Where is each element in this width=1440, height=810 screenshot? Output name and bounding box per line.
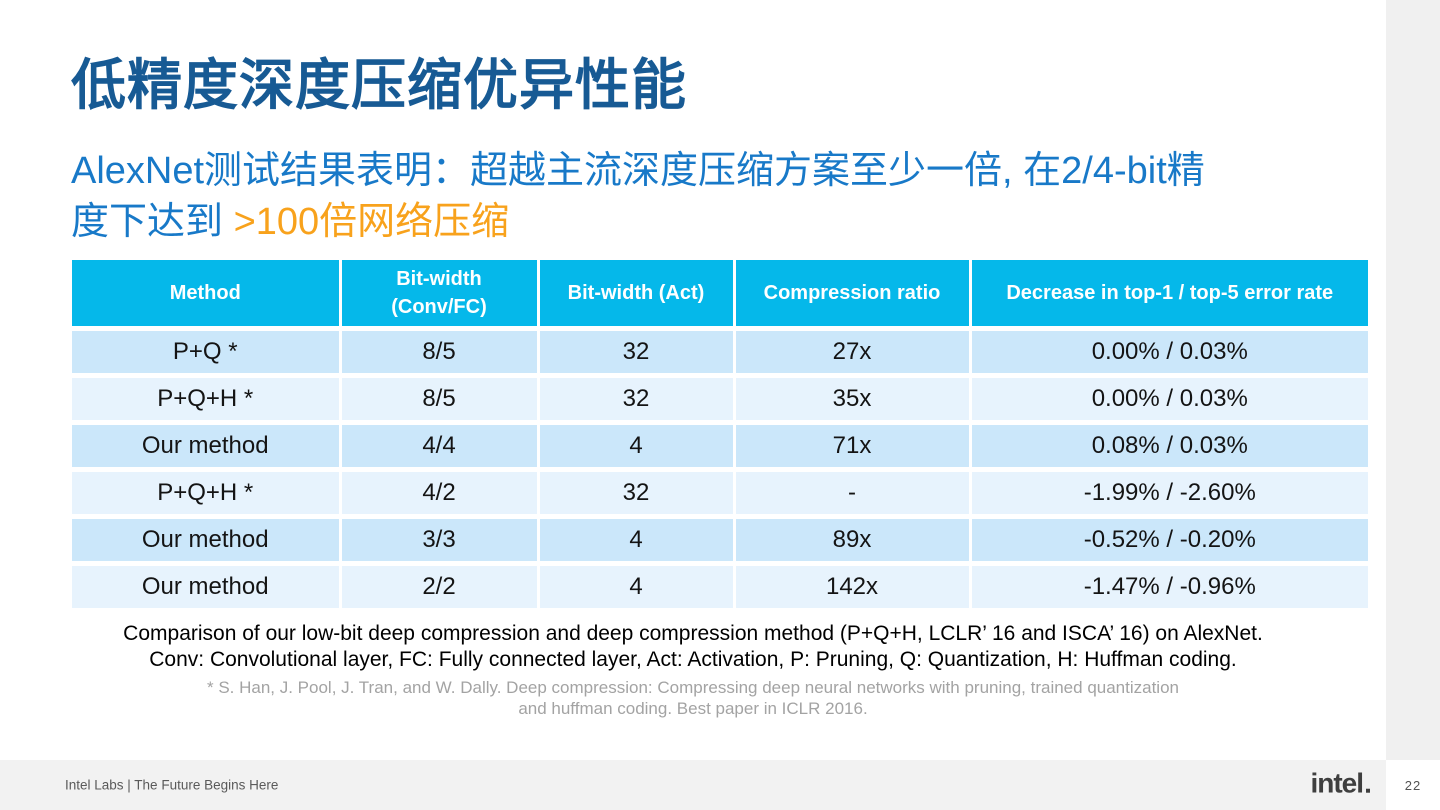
col-header-error-rate: Decrease in top-1 / top-5 error rate	[968, 260, 1368, 331]
reference-footnote: * S. Han, J. Pool, J. Tran, and W. Dally…	[40, 677, 1346, 719]
cell-bitwidth-convfc: 4/2	[338, 469, 538, 519]
slide-subtitle: AlexNet测试结果表明：超越主流深度压缩方案至少一倍, 在2/4-bit精 …	[71, 146, 1391, 248]
cell-method: Our method	[72, 422, 340, 472]
caption-line-2: Conv: Convolutional layer, FC: Fully con…	[149, 648, 1237, 671]
table-row: Our method 4/4 4 71x 0.08% / 0.03%	[72, 422, 1368, 472]
cell-error-rate: -0.52% / -0.20%	[968, 516, 1368, 566]
cell-bitwidth-act: 4	[536, 422, 734, 472]
subtitle-text-blue: AlexNet测试结果表明：超越主流深度压缩方案至少一倍, 在2/4-bit精	[71, 150, 1205, 192]
cell-bitwidth-act: 4	[536, 516, 734, 566]
cell-method: Our method	[72, 563, 340, 608]
slide-footer-bar: Intel Labs | The Future Begins Here inte…	[0, 760, 1386, 810]
cell-bitwidth-act: 32	[536, 328, 734, 378]
footnote-line-2: and huffman coding. Best paper in ICLR 2…	[518, 699, 868, 718]
cell-bitwidth-convfc: 8/5	[338, 375, 538, 425]
cell-method: P+Q *	[72, 328, 340, 378]
cell-compression-ratio: 142x	[732, 563, 970, 608]
cell-method: P+Q+H *	[72, 375, 340, 425]
cell-bitwidth-convfc: 2/2	[338, 563, 538, 608]
col-header-method: Method	[72, 260, 340, 331]
table-caption: Comparison of our low-bit deep compressi…	[40, 621, 1346, 673]
cell-method: P+Q+H *	[72, 469, 340, 519]
cell-error-rate: 0.00% / 0.03%	[968, 328, 1368, 378]
table-row: P+Q+H * 8/5 32 35x 0.00% / 0.03%	[72, 375, 1368, 425]
table-row: P+Q+H * 4/2 32 - -1.99% / -2.60%	[72, 469, 1368, 519]
cell-error-rate: 0.08% / 0.03%	[968, 422, 1368, 472]
col-header-compression-ratio: Compression ratio	[732, 260, 970, 331]
cell-bitwidth-act: 4	[536, 563, 734, 608]
page-number: 22	[1386, 760, 1440, 810]
caption-line-1: Comparison of our low-bit deep compressi…	[123, 622, 1263, 645]
footer-tagline: Intel Labs | The Future Begins Here	[65, 777, 279, 793]
cell-method: Our method	[72, 516, 340, 566]
cell-bitwidth-convfc: 3/3	[338, 516, 538, 566]
subtitle-highlight-orange: >100倍网络压缩	[233, 201, 510, 243]
subtitle-line-1: AlexNet测试结果表明：超越主流深度压缩方案至少一倍, 在2/4-bit精	[71, 146, 1391, 197]
cell-bitwidth-act: 32	[536, 375, 734, 425]
cell-compression-ratio: 89x	[732, 516, 970, 566]
cell-error-rate: 0.00% / 0.03%	[968, 375, 1368, 425]
cell-bitwidth-convfc: 8/5	[338, 328, 538, 378]
presentation-slide: 低精度深度压缩优异性能 AlexNet测试结果表明：超越主流深度压缩方案至少一倍…	[0, 54, 1386, 810]
cell-compression-ratio: 71x	[732, 422, 970, 472]
table-row: P+Q * 8/5 32 27x 0.00% / 0.03%	[72, 328, 1368, 378]
intel-logo: intel	[1310, 768, 1370, 800]
table-header-row: Method Bit-width (Conv/FC) Bit-width (Ac…	[72, 260, 1368, 331]
intel-logo-text: intel	[1310, 767, 1364, 799]
subtitle-text-blue-2: 度下达到	[71, 201, 234, 243]
slide-title: 低精度深度压缩优异性能	[71, 54, 688, 116]
intel-logo-trademark-dot	[1366, 788, 1370, 793]
cell-compression-ratio: 27x	[732, 328, 970, 378]
results-table: Method Bit-width (Conv/FC) Bit-width (Ac…	[72, 260, 1368, 608]
subtitle-line-2: 度下达到 >100倍网络压缩	[71, 197, 1391, 248]
table-row: Our method 2/2 4 142x -1.47% / -0.96%	[72, 563, 1368, 608]
cell-bitwidth-act: 32	[536, 469, 734, 519]
cell-bitwidth-convfc: 4/4	[338, 422, 538, 472]
page-number-text: 22	[1404, 777, 1422, 793]
table-row: Our method 3/3 4 89x -0.52% / -0.20%	[72, 516, 1368, 566]
cell-error-rate: -1.99% / -2.60%	[968, 469, 1368, 519]
col-header-bitwidth-act: Bit-width (Act)	[536, 260, 734, 331]
footnote-line-1: * S. Han, J. Pool, J. Tran, and W. Dally…	[206, 678, 1179, 697]
col-header-bitwidth-convfc: Bit-width (Conv/FC)	[338, 260, 538, 331]
cell-error-rate: -1.47% / -0.96%	[968, 563, 1368, 608]
cell-compression-ratio: 35x	[732, 375, 970, 425]
cell-compression-ratio: -	[732, 469, 970, 519]
viewer-right-gutter	[1386, 0, 1440, 760]
